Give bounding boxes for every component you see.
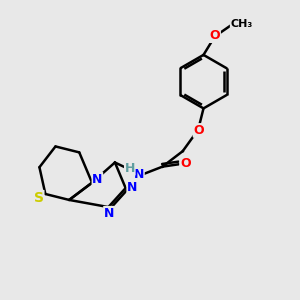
Text: O: O (194, 124, 204, 137)
Text: H: H (124, 162, 135, 175)
Text: N: N (134, 168, 144, 181)
Text: N: N (92, 172, 103, 186)
Text: S: S (34, 190, 44, 205)
Text: O: O (194, 124, 204, 137)
Text: N: N (134, 168, 144, 181)
Text: O: O (209, 29, 220, 42)
Text: N: N (104, 206, 114, 220)
Text: O: O (209, 29, 220, 42)
Text: H: H (124, 162, 135, 175)
Text: N: N (127, 181, 137, 194)
Text: O: O (180, 157, 191, 170)
Text: CH₃: CH₃ (230, 19, 253, 29)
Text: O: O (180, 157, 191, 170)
